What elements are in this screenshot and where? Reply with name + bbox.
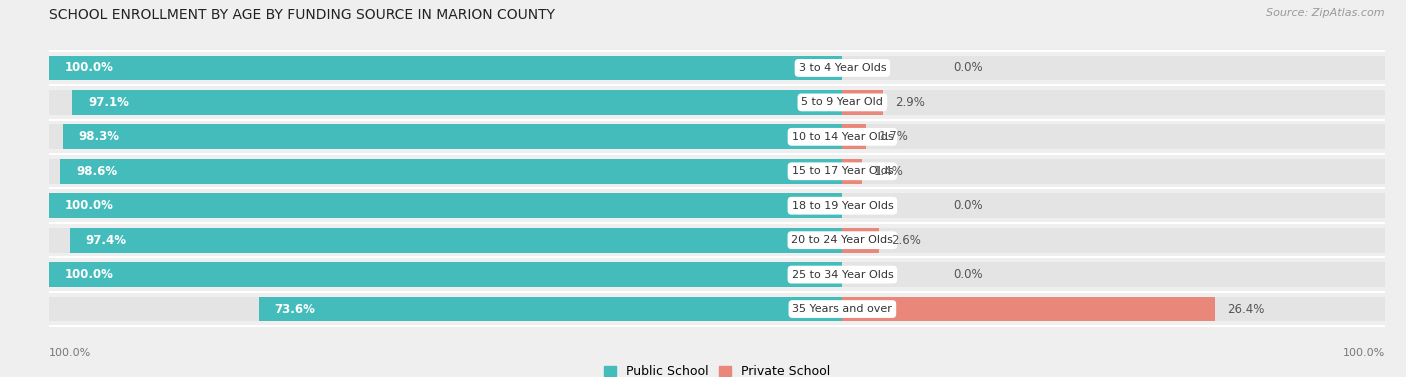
Bar xyxy=(72,90,842,115)
Text: 1.7%: 1.7% xyxy=(879,130,908,143)
Text: 97.4%: 97.4% xyxy=(86,234,127,247)
Bar xyxy=(49,55,1406,80)
Text: 0.0%: 0.0% xyxy=(953,61,983,74)
Bar xyxy=(842,124,866,149)
Bar xyxy=(60,159,842,184)
Bar xyxy=(49,262,842,287)
Bar xyxy=(49,297,1406,322)
Text: 73.6%: 73.6% xyxy=(274,303,315,316)
Text: 100.0%: 100.0% xyxy=(65,199,114,212)
Bar xyxy=(63,124,842,149)
Bar xyxy=(842,159,862,184)
Text: 1.4%: 1.4% xyxy=(875,165,904,178)
Text: 100.0%: 100.0% xyxy=(49,348,91,358)
Bar xyxy=(842,228,879,253)
Bar xyxy=(49,55,842,80)
Bar xyxy=(49,193,1406,218)
Text: 100.0%: 100.0% xyxy=(65,61,114,74)
Bar xyxy=(49,159,1406,184)
Bar xyxy=(259,297,842,322)
Text: 100.0%: 100.0% xyxy=(65,268,114,281)
Bar xyxy=(842,297,1215,322)
Text: 2.9%: 2.9% xyxy=(896,96,925,109)
Bar xyxy=(70,228,842,253)
Text: 0.0%: 0.0% xyxy=(953,268,983,281)
Text: 35 Years and over: 35 Years and over xyxy=(793,304,893,314)
Text: 98.3%: 98.3% xyxy=(79,130,120,143)
Text: 100.0%: 100.0% xyxy=(1343,348,1385,358)
Text: Source: ZipAtlas.com: Source: ZipAtlas.com xyxy=(1267,8,1385,18)
Bar xyxy=(49,262,1406,287)
Text: 98.6%: 98.6% xyxy=(76,165,117,178)
Bar xyxy=(842,90,883,115)
Text: 97.1%: 97.1% xyxy=(89,96,129,109)
Legend: Public School, Private School: Public School, Private School xyxy=(599,360,835,377)
Text: 5 to 9 Year Old: 5 to 9 Year Old xyxy=(801,97,883,107)
Bar xyxy=(49,124,1406,149)
Text: 25 to 34 Year Olds: 25 to 34 Year Olds xyxy=(792,270,893,280)
Text: 26.4%: 26.4% xyxy=(1227,303,1264,316)
Bar xyxy=(49,193,842,218)
Text: 2.6%: 2.6% xyxy=(891,234,921,247)
Text: 10 to 14 Year Olds: 10 to 14 Year Olds xyxy=(792,132,893,142)
Bar xyxy=(49,90,1406,115)
Text: SCHOOL ENROLLMENT BY AGE BY FUNDING SOURCE IN MARION COUNTY: SCHOOL ENROLLMENT BY AGE BY FUNDING SOUR… xyxy=(49,8,555,21)
Text: 15 to 17 Year Olds: 15 to 17 Year Olds xyxy=(792,166,893,176)
Text: 3 to 4 Year Olds: 3 to 4 Year Olds xyxy=(799,63,886,73)
Text: 0.0%: 0.0% xyxy=(953,199,983,212)
Text: 18 to 19 Year Olds: 18 to 19 Year Olds xyxy=(792,201,893,211)
Text: 20 to 24 Year Olds: 20 to 24 Year Olds xyxy=(792,235,893,245)
Bar xyxy=(49,228,1406,253)
